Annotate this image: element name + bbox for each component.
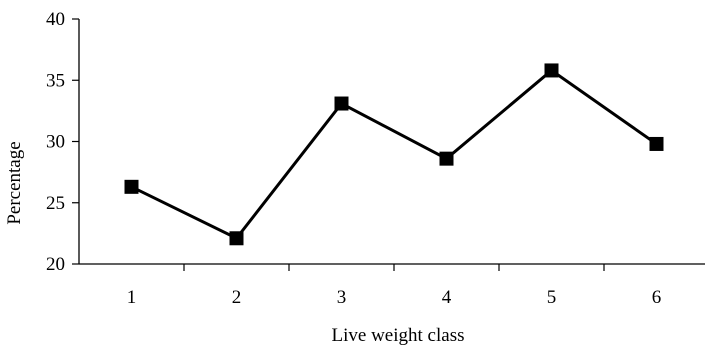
- y-axis-title: Percentage: [4, 141, 25, 224]
- data-point-marker: [334, 96, 349, 111]
- x-tick-label: 1: [127, 287, 137, 308]
- y-tick-label: 30: [46, 132, 65, 153]
- y-tick-label: 40: [46, 9, 65, 30]
- x-tick-label: 3: [337, 287, 347, 308]
- data-point-marker: [544, 63, 559, 78]
- x-tick-label: 6: [652, 287, 662, 308]
- series-group: [124, 63, 664, 246]
- data-point-marker: [229, 231, 244, 246]
- data-point-marker: [649, 136, 664, 151]
- y-tick-label: 20: [46, 254, 65, 275]
- x-tick-label: 2: [232, 287, 242, 308]
- x-tick-label: 4: [442, 287, 452, 308]
- data-point-marker: [439, 151, 454, 166]
- x-axis-title: Live weight class: [332, 325, 465, 346]
- data-point-marker: [124, 179, 139, 194]
- y-tick-label: 25: [46, 193, 65, 214]
- series-line: [130, 68, 658, 241]
- x-tick-label: 5: [547, 287, 557, 308]
- y-axis-ticks: 20 25 30 35 40: [46, 9, 79, 275]
- y-tick-label: 35: [46, 70, 65, 91]
- x-axis-ticks: 1 2 3 4 5 6: [127, 264, 662, 308]
